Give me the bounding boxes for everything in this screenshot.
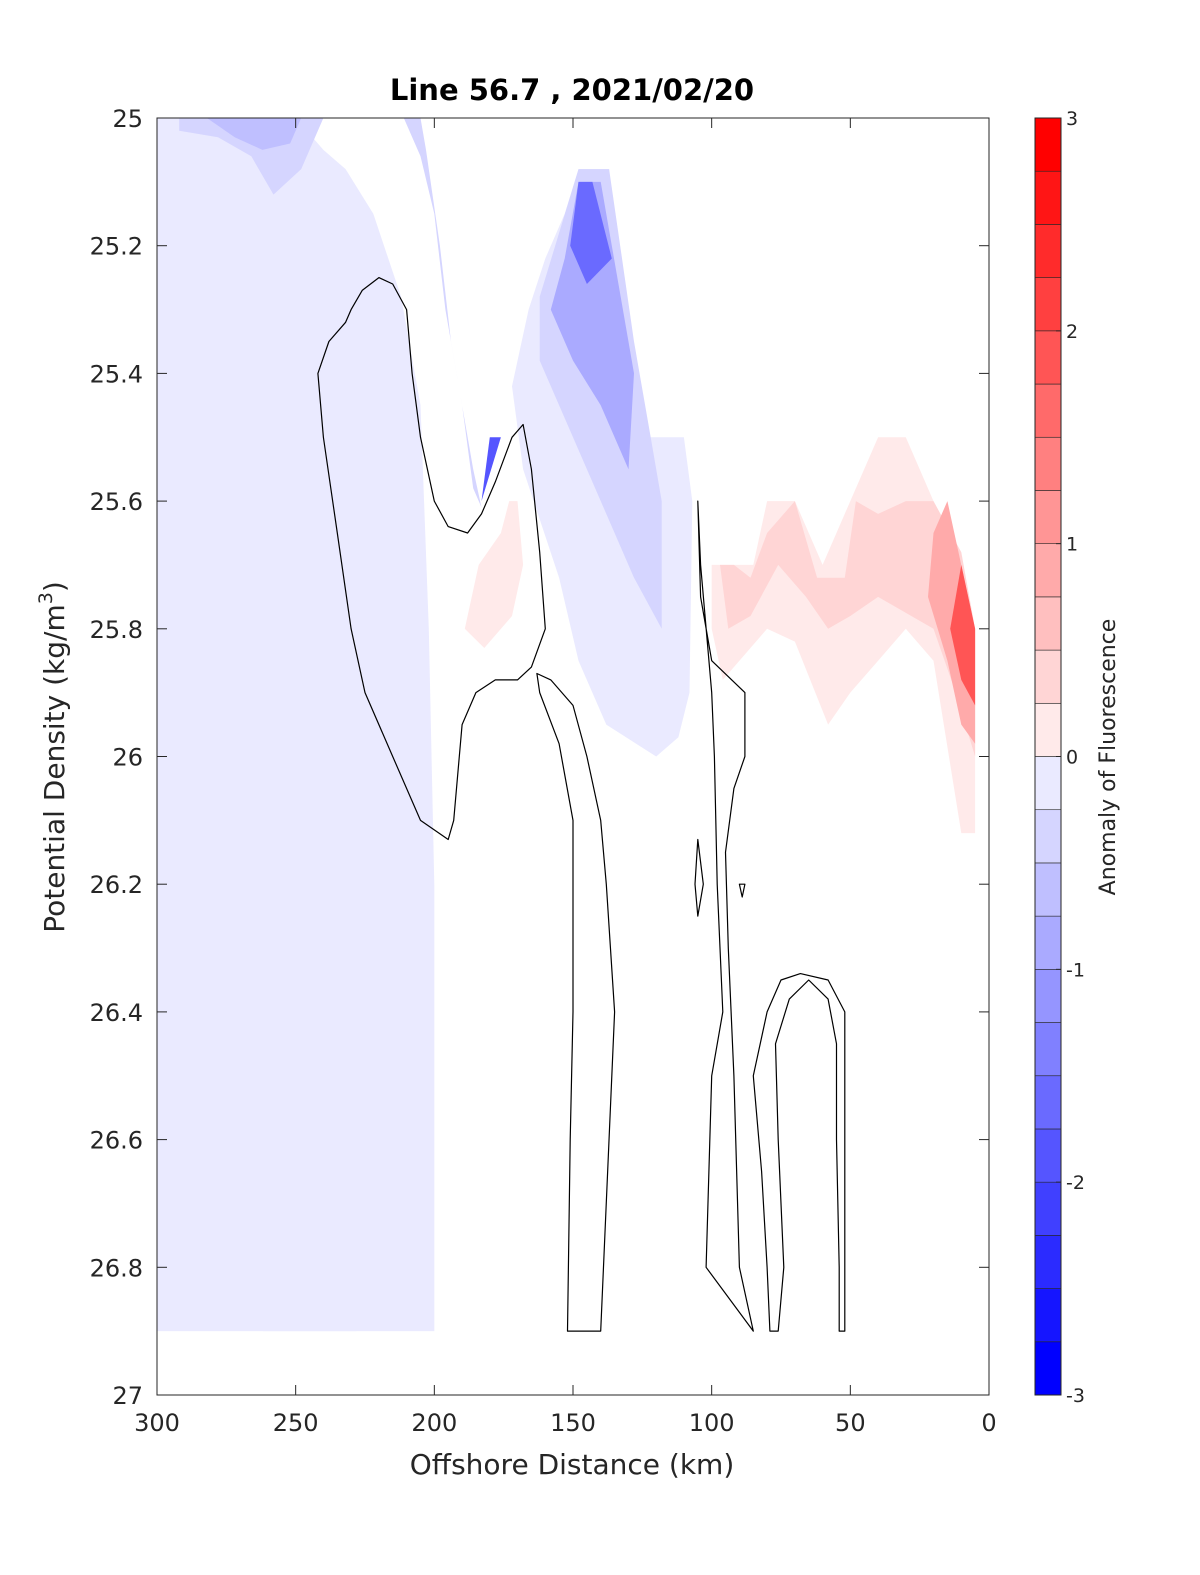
colorbar-bin xyxy=(1034,649,1062,704)
chart-title: Line 56.7 , 2021/02/20 xyxy=(390,73,754,107)
x-axis-ticks: 300 250 200 150 100 50 0 xyxy=(134,118,997,1437)
y-tick-label: 26.4 xyxy=(90,999,143,1027)
colorbar-bin xyxy=(1034,702,1062,757)
colorbar-tick-label: -3 xyxy=(1066,1385,1085,1407)
y-tick-label: 25.4 xyxy=(90,360,143,388)
colorbar-bin xyxy=(1034,596,1062,651)
colorbar-bin xyxy=(1034,330,1062,385)
contour-region-8 xyxy=(570,181,612,284)
colorbar-bin xyxy=(1034,117,1062,172)
x-tick-label: 100 xyxy=(689,1409,735,1437)
y-tick-label: 25.2 xyxy=(90,233,143,261)
colorbar-tick-label: 1 xyxy=(1066,534,1078,556)
colorbar-label: Anomaly of Fluorescence xyxy=(1096,619,1121,896)
colorbar-bin xyxy=(1034,1075,1062,1130)
y-axis-label-superscript: 3 xyxy=(35,592,57,604)
colorbar-bin xyxy=(1034,862,1062,917)
y-axis-label: Potential Density (kg/m3) xyxy=(35,581,71,933)
colorbar-bin xyxy=(1034,543,1062,598)
contour-region-2 xyxy=(206,118,302,150)
y-axis-label-main: Potential Density (kg/m xyxy=(38,604,71,933)
colorbar-bin xyxy=(1034,277,1062,332)
zero-contour-0 xyxy=(317,277,546,841)
filled-contour-regions xyxy=(157,118,976,1332)
y-tick-label: 25 xyxy=(112,105,143,133)
x-axis-label: Offshore Distance (km) xyxy=(410,1448,735,1481)
zero-contour-5 xyxy=(752,972,846,1332)
y-tick-label: 26 xyxy=(112,744,143,772)
contour-region-12 xyxy=(720,501,976,757)
colorbar-bin xyxy=(1034,170,1062,225)
zero-contour-4 xyxy=(738,883,746,898)
x-tick-label: 300 xyxy=(134,1409,180,1437)
colorbar-bin xyxy=(1034,436,1062,491)
colorbar-bin xyxy=(1034,1128,1062,1183)
colorbar-bin xyxy=(1034,1235,1062,1289)
x-tick-label: 200 xyxy=(411,1409,457,1437)
colorbar-tick-label: 2 xyxy=(1066,321,1078,343)
x-tick-label: 150 xyxy=(550,1409,596,1437)
x-tick-label: 250 xyxy=(273,1409,319,1437)
zero-contour-3 xyxy=(694,838,704,917)
zero-contour-2 xyxy=(697,500,754,1332)
y-axis-label-suffix: ) xyxy=(38,581,71,592)
contour-region-7 xyxy=(550,181,634,470)
y-tick-label: 26.2 xyxy=(90,871,143,899)
y-tick-label: 26.8 xyxy=(90,1254,143,1282)
colorbar: -3 -2 -1 0 1 2 3 xyxy=(1034,108,1085,1407)
zero-contour-lines xyxy=(317,277,846,1332)
colorbar-bin xyxy=(1034,383,1062,438)
y-axis-ticks: 25 25.2 25.4 25.6 25.8 26 26.2 26.4 26.6 26.8 27 xyxy=(90,105,989,1410)
y-tick-label: 25.8 xyxy=(90,616,143,644)
colorbar-bin xyxy=(1034,756,1062,811)
colorbar-bin xyxy=(1034,1341,1062,1396)
x-tick-label: 50 xyxy=(835,1409,866,1437)
y-tick-label: 27 xyxy=(112,1382,143,1410)
colorbar-bin xyxy=(1034,915,1062,970)
y-tick-label: 26.6 xyxy=(90,1127,143,1155)
colorbar-bin xyxy=(1034,1022,1062,1077)
contour-region-0 xyxy=(157,118,435,1332)
contour-region-14 xyxy=(950,564,976,706)
colorbar-tick-label: 3 xyxy=(1066,108,1078,130)
colorbar-tick-label: -1 xyxy=(1066,959,1085,981)
colorbar-bin xyxy=(1034,490,1062,544)
contour-region-3 xyxy=(262,1305,357,1332)
colorbar-tick-label: -2 xyxy=(1066,1172,1085,1194)
zero-contour-1 xyxy=(536,672,616,1332)
colorbar-bin xyxy=(1034,1181,1062,1236)
contour-region-9 xyxy=(481,437,501,502)
contour-region-10 xyxy=(464,501,524,648)
x-tick-label: 0 xyxy=(981,1409,996,1437)
colorbar-tick-label: 0 xyxy=(1066,747,1078,769)
colorbar-bin xyxy=(1034,809,1062,864)
colorbar-bin xyxy=(1034,1288,1062,1343)
colorbar-bin xyxy=(1034,969,1062,1023)
colorbar-bin xyxy=(1034,224,1062,278)
y-tick-label: 25.6 xyxy=(90,488,143,516)
